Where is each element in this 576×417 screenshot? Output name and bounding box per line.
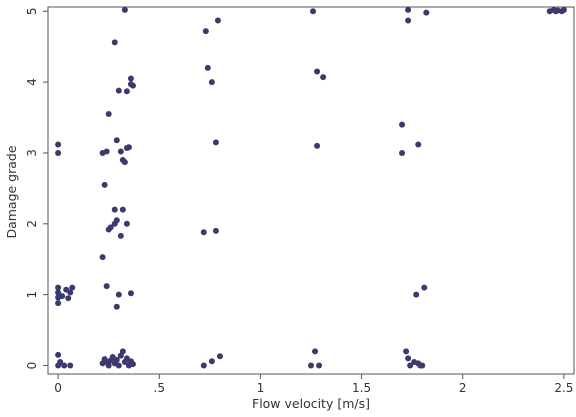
data-point	[55, 289, 62, 296]
data-point	[202, 28, 209, 35]
data-point	[69, 284, 76, 291]
data-point	[101, 181, 108, 188]
data-point	[399, 121, 406, 128]
data-point	[117, 148, 124, 155]
x-tick-label: .5	[154, 381, 165, 395]
y-tick-label: 2	[25, 220, 39, 228]
data-point	[111, 220, 118, 227]
data-point	[123, 220, 130, 227]
x-tick-label: 2	[459, 381, 467, 395]
y-tick-label: 4	[25, 78, 39, 86]
data-point	[560, 6, 567, 13]
x-axis: 0 .5 1 1.5 2 2.5	[54, 374, 573, 395]
data-point	[415, 141, 422, 148]
data-point	[55, 141, 62, 148]
data-point	[405, 17, 412, 24]
data-point	[103, 148, 110, 155]
data-point	[123, 88, 130, 95]
data-point	[117, 232, 124, 239]
data-point	[405, 6, 412, 13]
data-point	[111, 39, 118, 46]
x-tick-label: 1.5	[352, 381, 371, 395]
data-point	[67, 362, 74, 369]
data-point	[129, 361, 136, 368]
data-point	[208, 79, 215, 86]
data-points	[55, 6, 567, 369]
data-point	[312, 348, 319, 355]
y-tick-label: 5	[25, 7, 39, 15]
data-point	[103, 283, 110, 290]
data-point	[105, 110, 112, 117]
data-point	[113, 303, 120, 310]
data-point	[423, 9, 430, 16]
data-point	[121, 159, 128, 166]
data-point	[99, 254, 106, 261]
data-point	[129, 82, 136, 89]
y-tick-label: 1	[25, 291, 39, 299]
data-point	[314, 68, 321, 75]
plot-frame	[47, 6, 575, 375]
data-point	[115, 87, 122, 94]
data-point	[113, 137, 120, 144]
data-point	[316, 362, 323, 369]
data-point	[314, 142, 321, 149]
data-point	[127, 290, 134, 297]
data-point	[421, 284, 428, 291]
data-point	[200, 229, 207, 236]
data-point	[55, 362, 62, 369]
data-point	[119, 206, 126, 213]
data-point	[61, 362, 68, 369]
data-point	[55, 300, 62, 307]
data-point	[67, 289, 74, 296]
data-point	[310, 8, 317, 15]
data-point	[55, 149, 62, 156]
data-point	[65, 295, 72, 302]
x-axis-title: Flow velocity [m/s]	[252, 396, 370, 411]
data-point	[111, 206, 118, 213]
data-point	[308, 362, 314, 369]
data-point	[121, 6, 128, 13]
data-point	[125, 144, 132, 151]
x-tick-label: 0	[54, 381, 62, 395]
data-point	[119, 348, 126, 355]
data-point	[405, 355, 412, 362]
data-point	[216, 353, 223, 360]
y-tick-label: 3	[25, 149, 39, 157]
data-point	[320, 74, 327, 81]
data-point	[115, 291, 122, 298]
data-point	[214, 17, 221, 24]
x-tick-label: 2.5	[554, 381, 573, 395]
data-point	[200, 362, 207, 369]
y-axis-title: Damage grade	[4, 145, 19, 238]
x-tick-label: 1	[257, 381, 265, 395]
data-point	[127, 75, 134, 82]
data-point	[55, 284, 62, 291]
data-point	[107, 224, 114, 231]
data-point	[413, 291, 420, 298]
data-point	[115, 362, 122, 369]
data-point	[407, 362, 414, 369]
data-point	[105, 362, 112, 369]
data-point	[55, 351, 62, 358]
y-axis: 0 1 2 3 4 5	[25, 7, 48, 369]
data-point	[208, 358, 215, 365]
data-point	[212, 139, 219, 146]
y-tick-label: 0	[25, 362, 39, 370]
data-point	[419, 362, 426, 369]
data-point	[403, 348, 410, 355]
data-point	[204, 64, 211, 71]
data-point	[212, 227, 219, 234]
data-point	[113, 356, 120, 363]
data-point	[59, 293, 66, 300]
data-point	[399, 149, 406, 156]
